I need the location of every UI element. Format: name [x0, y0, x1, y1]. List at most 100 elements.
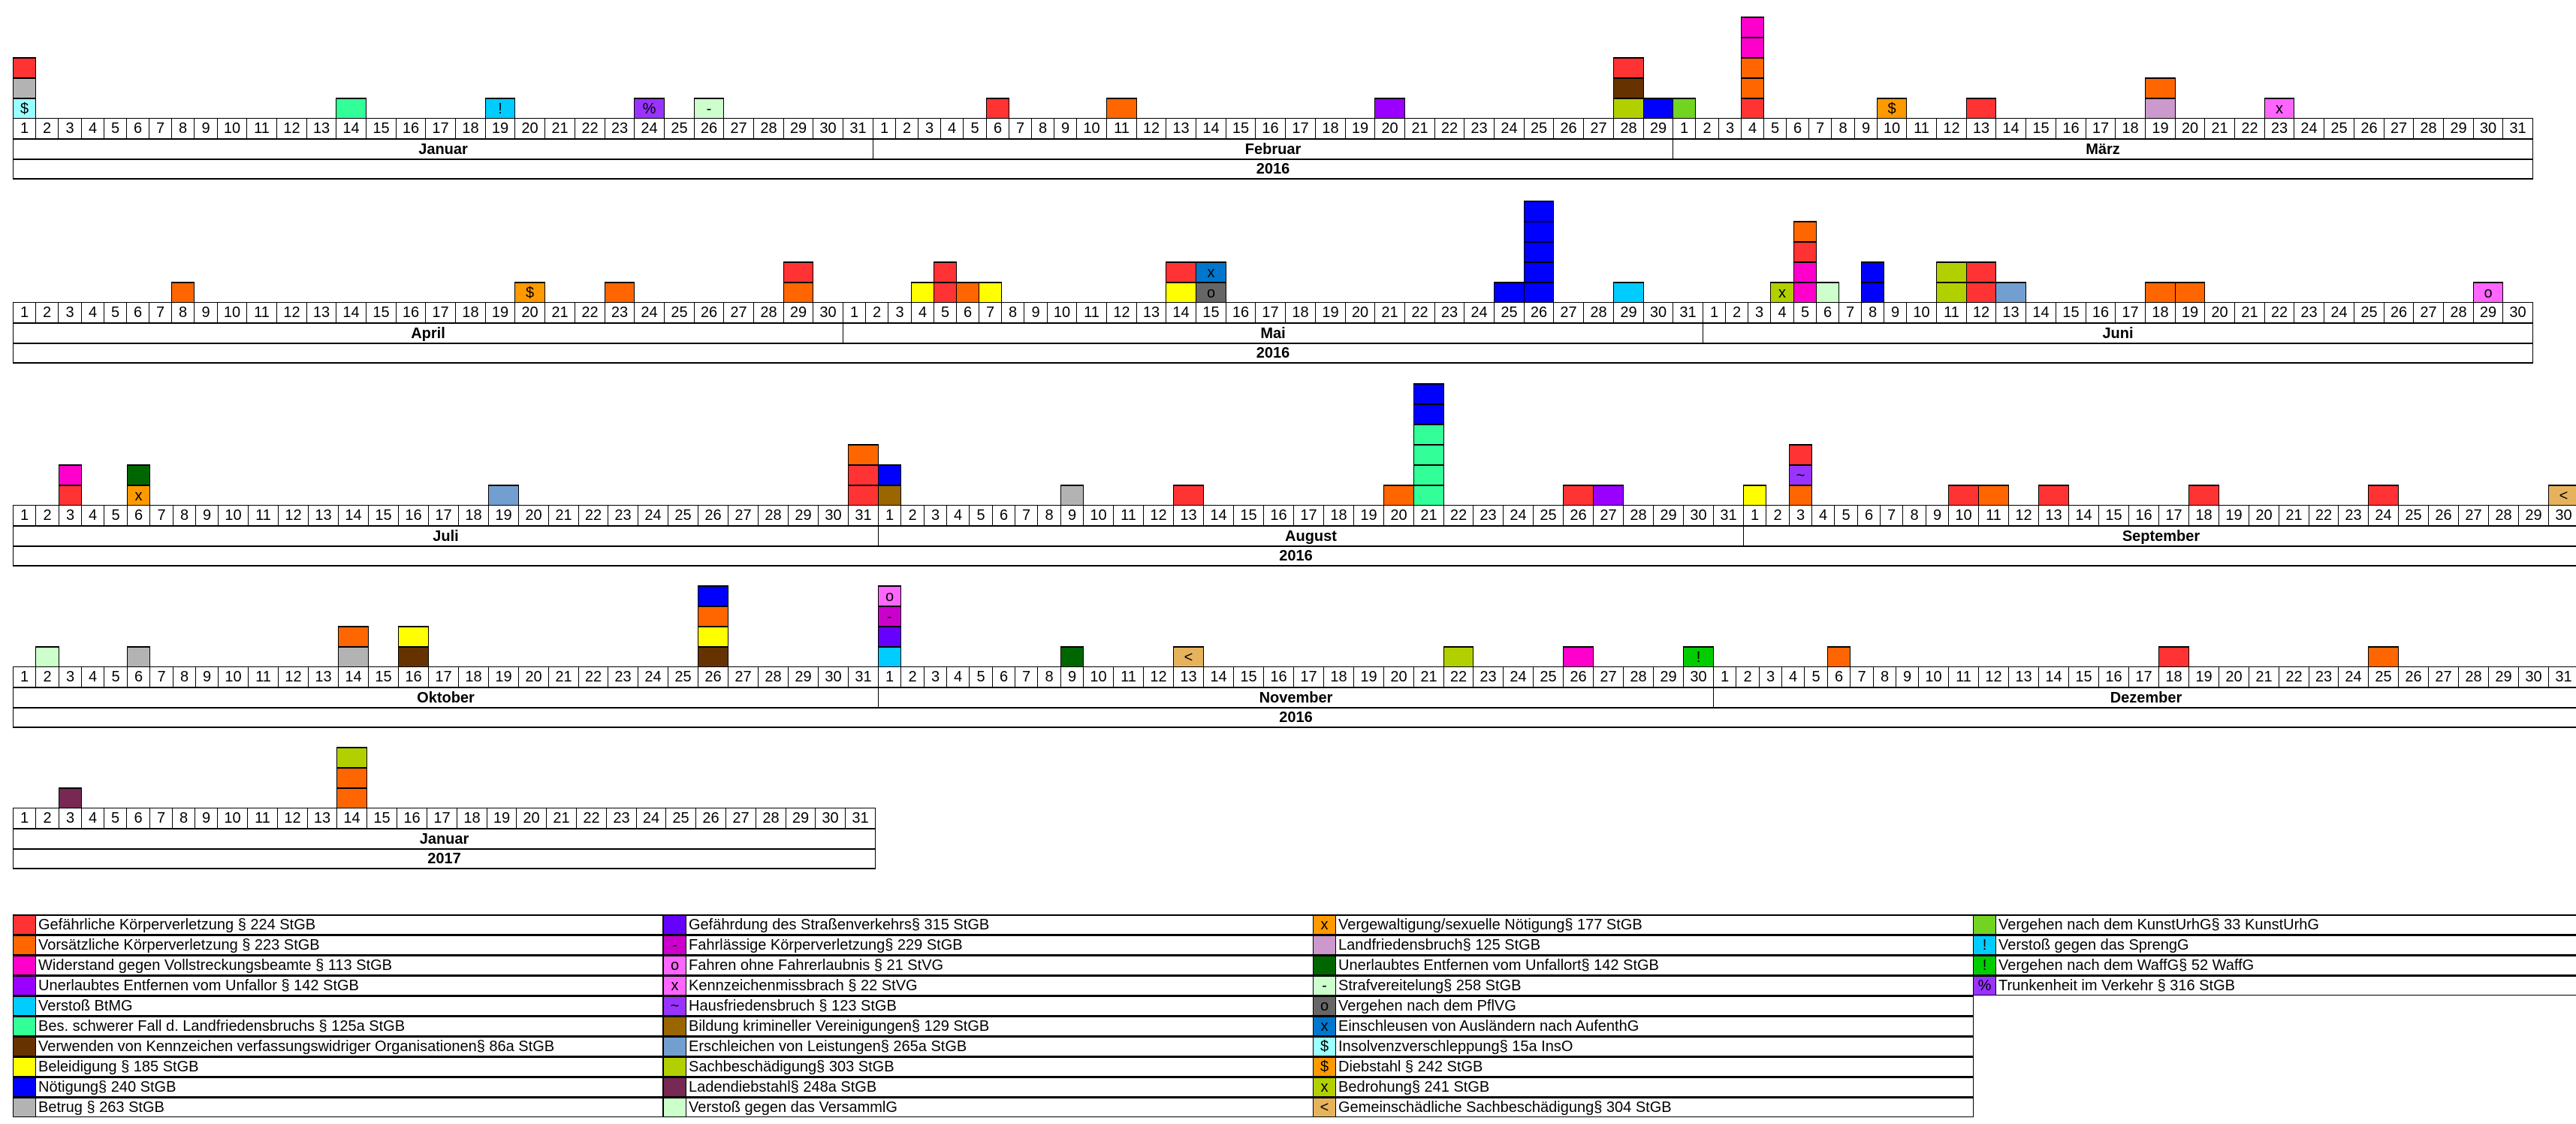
day-cell: 3 — [59, 666, 82, 687]
event-mark — [848, 485, 879, 506]
day-cell: 28 — [1623, 666, 1654, 687]
legend-label: Vergehen nach dem WaffG§ 52 WaffG — [1998, 956, 2255, 974]
day-cell: 11 — [246, 118, 277, 139]
day-cell: 11 — [1978, 505, 2009, 526]
day-cell: 27 — [1553, 302, 1584, 323]
day-cell: 27 — [1593, 505, 1624, 526]
day-cell: 27 — [723, 302, 754, 323]
event-mark — [1741, 17, 1764, 38]
event-mark — [1948, 485, 1979, 506]
day-cell: 6 — [986, 118, 1009, 139]
legend-item: Unerlaubtes Entfernen vom Unfallor § 142… — [13, 975, 663, 996]
legend-swatch — [14, 1098, 36, 1116]
day-cell: 13 — [2008, 666, 2039, 687]
day-cell: 7 — [1015, 505, 1038, 526]
day-cell: 18 — [1323, 666, 1354, 687]
day-cell: 30 — [2548, 505, 2576, 526]
day-cell: 10 — [1948, 505, 1979, 526]
day-cell: 16 — [396, 302, 426, 323]
day-cell: 2 — [865, 302, 888, 323]
day-cell: 2 — [35, 118, 59, 139]
day-cell: 4 — [940, 118, 964, 139]
day-cell: 9 — [195, 666, 219, 687]
day-cell: 14 — [2038, 666, 2069, 687]
event-mark — [1936, 261, 1967, 283]
day-cell: 21 — [2249, 666, 2279, 687]
event-mark — [1383, 485, 1414, 506]
day-cell: 26 — [694, 302, 724, 323]
day-cell: 16 — [398, 666, 429, 687]
day-cell: 23 — [1473, 666, 1504, 687]
legend-swatch — [1314, 936, 1336, 954]
legend-item: Beleidigung § 185 StGB — [13, 1056, 663, 1077]
event-mark — [1524, 282, 1554, 303]
event-mark — [336, 747, 367, 768]
day-cell: 7 — [979, 302, 1002, 323]
event-mark — [605, 282, 635, 303]
day-cell: 16 — [1263, 666, 1294, 687]
day-cell: 28 — [1613, 118, 1644, 139]
day-cell: 7 — [149, 302, 172, 323]
day-cell: 20 — [518, 505, 549, 526]
day-cell: 9 — [1024, 302, 1048, 323]
event-mark — [1793, 241, 1817, 262]
day-cell: 8 — [1037, 666, 1061, 687]
day-cell: 22 — [576, 808, 607, 829]
day-cell: 6 — [956, 302, 979, 323]
event-mark: o — [878, 585, 901, 606]
event-mark — [1106, 98, 1137, 119]
day-cell: 5 — [104, 666, 128, 687]
day-cell: 16 — [2098, 666, 2129, 687]
day-cell: 25 — [1494, 302, 1525, 323]
day-cell: 29 — [2518, 505, 2549, 526]
day-cell: 18 — [458, 666, 489, 687]
legend-item: ! Vergehen nach dem WaffG§ 52 WaffG — [1973, 955, 2576, 975]
day-cell: 30 — [818, 666, 849, 687]
day-cell: 13 — [306, 118, 336, 139]
day-cell: 26 — [698, 666, 728, 687]
day-cell: 20 — [518, 666, 549, 687]
day-cell: 29 — [788, 505, 819, 526]
day-cell: 5 — [1834, 505, 1858, 526]
legend-label: Bes. schwerer Fall d. Landfriedensbruchs… — [38, 1017, 406, 1035]
day-cell: 10 — [1083, 666, 1114, 687]
month-label: Februar — [873, 138, 1673, 159]
day-cell: 31 — [848, 505, 879, 526]
day-cell: 9 — [1926, 505, 1949, 526]
day-cell: 4 — [1781, 666, 1805, 687]
day-cell: 14 — [336, 808, 367, 829]
day-cell: 29 — [783, 118, 813, 139]
day-cell: 15 — [366, 808, 397, 829]
legend-swatch — [664, 1038, 686, 1056]
legend-label: Bildung krimineller Vereinigungen§ 129 S… — [689, 1017, 990, 1035]
event-mark — [911, 282, 934, 303]
event-mark — [59, 464, 82, 485]
event-mark — [783, 261, 813, 283]
day-cell: 5 — [1804, 666, 1828, 687]
event-mark — [1413, 403, 1444, 425]
day-cell: 29 — [1613, 302, 1644, 323]
day-cell: 24 — [634, 302, 665, 323]
day-cell: 14 — [336, 302, 366, 323]
day-cell: 19 — [2219, 505, 2249, 526]
day-cell: 27 — [725, 808, 756, 829]
day-cell: 1 — [878, 666, 901, 687]
day-cell: 3 — [924, 505, 947, 526]
day-cell: 8 — [1031, 118, 1054, 139]
day-cell: 25 — [665, 808, 696, 829]
day-cell: 4 — [1770, 302, 1794, 323]
day-cell: 4 — [81, 505, 104, 526]
day-cell: 10 — [1076, 118, 1107, 139]
day-cell: 30 — [2473, 118, 2503, 139]
day-cell: 14 — [1196, 118, 1226, 139]
day-cell: 18 — [2188, 505, 2219, 526]
legend-label: Landfriedensbruch§ 125 StGB — [1338, 936, 1541, 953]
day-cell: 10 — [218, 666, 249, 687]
day-cell: 4 — [81, 302, 104, 323]
day-cell: 27 — [2413, 302, 2444, 323]
day-cell: 14 — [1203, 505, 1234, 526]
legend-swatch — [1314, 956, 1336, 974]
day-cell: 14 — [338, 505, 369, 526]
event-mark — [1673, 98, 1696, 119]
day-cell: 2 — [35, 666, 59, 687]
